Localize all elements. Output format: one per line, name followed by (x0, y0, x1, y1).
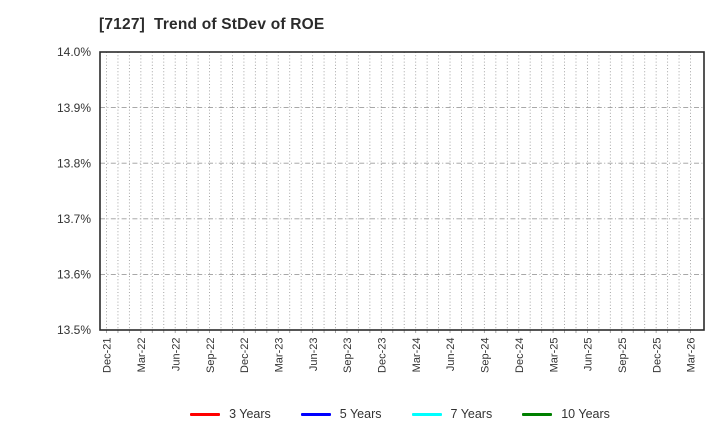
legend-item-7-years: 7 Years (411, 406, 493, 421)
legend-swatch (411, 412, 442, 416)
x-axis-label: Sep-23 (342, 338, 354, 373)
legend: 3 Years 5 Years 7 Years 10 Years (0, 404, 720, 424)
legend-label: 7 Years (450, 406, 493, 421)
legend-swatch (300, 412, 331, 416)
y-axis-label: 13.5% (57, 323, 91, 337)
x-axis-label: Dec-21 (102, 338, 114, 373)
x-axis-label: Jun-23 (308, 338, 320, 372)
x-axis-label: Jun-22 (170, 338, 182, 372)
x-axis-label: Dec-25 (651, 338, 663, 373)
y-axis-label: 13.7% (57, 212, 91, 226)
x-axis-label: Sep-22 (205, 338, 217, 373)
x-axis-label: Dec-22 (239, 338, 251, 373)
x-axis-label: Mar-24 (411, 338, 423, 373)
legend-label: 3 Years (229, 406, 271, 421)
x-axis-label: Dec-24 (514, 338, 526, 373)
legend-swatch (522, 412, 553, 416)
x-axis-label: Dec-23 (377, 338, 389, 373)
x-axis-label: Sep-25 (617, 338, 629, 373)
legend-label: 5 Years (339, 406, 382, 421)
y-axis-label: 14.0% (57, 45, 91, 59)
x-axis-label: Mar-26 (686, 338, 698, 373)
y-axis-label: 13.9% (57, 101, 91, 115)
plot-border (99, 51, 705, 331)
x-axis-label: Jun-24 (445, 338, 457, 372)
legend-label: 10 Years (561, 406, 610, 421)
x-axis-label: Sep-24 (480, 338, 492, 373)
x-axis-label: Mar-23 (273, 338, 285, 373)
chart-title: [7127] Trend of StDev of ROE (99, 16, 325, 33)
y-axis-label: 13.8% (57, 156, 91, 170)
legend-item-5-years: 5 Years (300, 406, 382, 421)
y-axis-label: 13.6% (57, 268, 91, 282)
x-axis-label: Mar-25 (548, 338, 560, 373)
x-axis-label: Jun-25 (583, 338, 595, 372)
legend-swatch (190, 412, 221, 416)
legend-item-3-years: 3 Years (190, 408, 271, 421)
legend-item-10-years: 10 Years (522, 408, 610, 421)
x-axis-label: Mar-22 (136, 338, 148, 373)
